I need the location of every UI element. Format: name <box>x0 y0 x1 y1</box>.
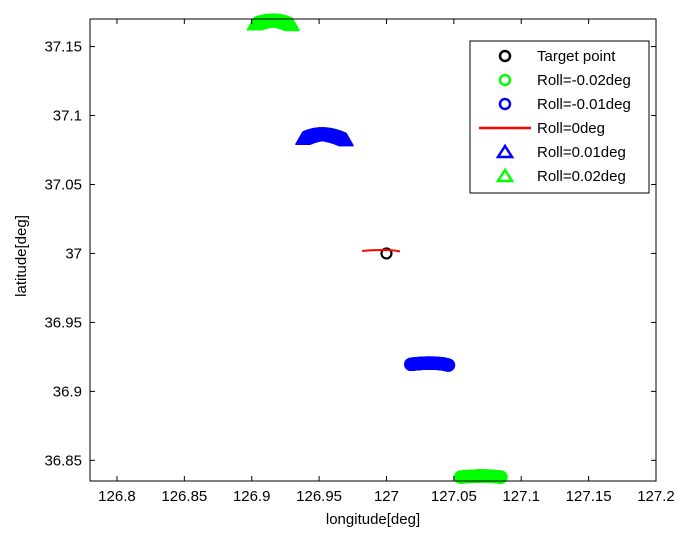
x-tick-label: 127 <box>374 488 399 505</box>
legend-entry: Roll=0.02deg <box>495 167 626 185</box>
y-tick-label: 37.15 <box>44 39 82 56</box>
x-tick-label: 126.85 <box>161 488 207 505</box>
x-tick-label: 127.1 <box>502 488 540 505</box>
y-tick-label: 36.9 <box>53 383 82 400</box>
legend-entry: Roll=-0.01deg <box>498 96 631 113</box>
y-tick-label: 37 <box>65 245 82 262</box>
legend: Target point Roll=-0.02deg Roll=-0.01deg Ro… <box>469 40 650 194</box>
x-tick-label: 127.15 <box>566 488 612 505</box>
data-point <box>441 358 456 372</box>
x-tick-label: 126.8 <box>98 488 136 505</box>
y-tick-label: 37.05 <box>44 176 82 193</box>
series-3 <box>362 248 401 253</box>
series-5 <box>246 13 300 32</box>
data-marks <box>246 13 508 484</box>
legend-label: Roll=-0.02deg <box>537 72 631 89</box>
legend-triangle-swatch <box>495 167 515 183</box>
legend-circle-swatch <box>498 49 512 63</box>
series-2 <box>403 356 456 372</box>
series-1 <box>453 469 508 484</box>
legend-entry: Roll=0deg <box>479 120 605 137</box>
legend-circle-swatch <box>498 73 512 87</box>
data-point <box>494 470 508 484</box>
legend-label: Roll=-0.01deg <box>537 96 631 113</box>
x-tick-label: 126.9 <box>233 488 271 505</box>
y-tick-label: 36.95 <box>44 314 82 331</box>
y-tick-label: 37.1 <box>53 108 82 125</box>
series-line <box>362 248 401 253</box>
legend-label: Target point <box>537 48 616 65</box>
plot-frame <box>89 18 657 482</box>
legend-entries: Target point Roll=-0.02deg Roll=-0.01deg Ro… <box>479 48 631 185</box>
legend-entry: Target point <box>498 48 616 65</box>
axis-ticks: 126.8 126.85 126.9 126.95 127 127.05 127.1 127.… <box>44 19 675 505</box>
x-axis-label: longitude[deg] <box>326 511 420 528</box>
x-tick-label: 126.95 <box>296 488 342 505</box>
x-tick-label: 127.2 <box>637 488 675 505</box>
y-axis-label: latitude[deg] <box>13 215 30 297</box>
series-0 <box>380 247 393 260</box>
legend-circle-swatch <box>498 97 512 111</box>
legend-box <box>469 40 650 194</box>
legend-label: Roll=0.01deg <box>537 144 626 161</box>
legend-entry: Roll=-0.02deg <box>498 72 631 89</box>
y-tick-label: 36.85 <box>44 452 82 469</box>
legend-label: Roll=0.02deg <box>537 168 626 185</box>
legend-triangle-swatch <box>495 143 515 159</box>
data-point <box>338 132 354 147</box>
legend-label: Roll=0deg <box>537 120 605 137</box>
data-point <box>284 17 300 32</box>
target-point-marker <box>380 247 393 260</box>
legend-entry: Roll=0.01deg <box>495 143 626 161</box>
x-tick-label: 127.05 <box>431 488 477 505</box>
series-4 <box>295 127 354 147</box>
